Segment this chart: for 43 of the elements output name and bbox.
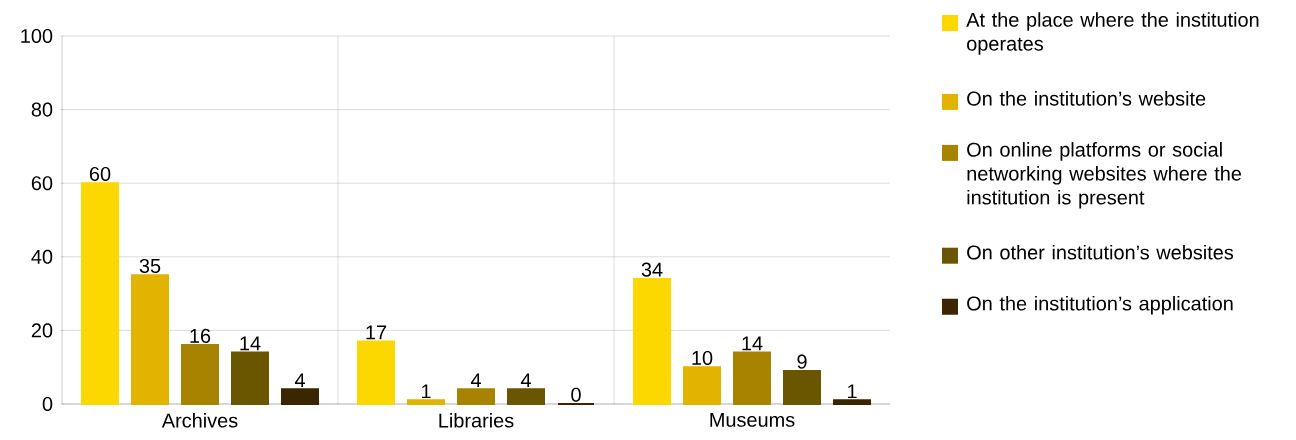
bar [783,369,822,405]
legend-label: On the institution’s application [967,295,1233,315]
data-label: 4 [470,373,481,388]
data-label: 16 [190,328,211,343]
data-label: 4 [294,373,305,388]
data-label: 34 [641,262,663,277]
data-label: 1 [421,384,431,399]
bar [231,351,269,405]
data-label: 10 [692,350,713,365]
data-label: 4 [520,373,531,388]
bar [181,344,219,405]
bar [683,366,722,405]
legend-label: At the place where the institution operates [966,12,1259,55]
legend-label: On online platforms or social networking websites where the institution is present [967,142,1242,209]
data-label: 0 [571,387,581,402]
y-tick-label: 40 [31,249,53,264]
y-tick-label: 100 [21,28,53,44]
bar [457,388,495,405]
x-tick-label: Museums [710,412,795,427]
data-label: 14 [240,336,261,351]
data-label: 14 [742,336,763,351]
bar [131,274,169,405]
legend-label: On other institution’s websites [967,244,1234,260]
data-label: 60 [89,166,111,181]
bar [633,277,671,405]
data-label: 17 [366,325,387,340]
x-tick-label: Archives [161,412,238,428]
bar [407,399,445,405]
data-label: 9 [797,354,807,369]
y-tick-label: 20 [31,323,53,338]
y-tick-label: 80 [31,102,53,117]
legend-label: On the institution’s website [967,91,1206,106]
bar [833,399,872,405]
bar [357,340,395,405]
bar [733,351,772,405]
bar [507,388,545,405]
bar [281,388,319,405]
x-tick-label: Libraries [439,412,514,428]
data-label: 35 [139,258,161,273]
data-label: 1 [847,384,857,399]
y-tick-label: 0 [42,396,53,412]
bar [81,182,119,405]
y-tick-label: 60 [31,176,53,191]
